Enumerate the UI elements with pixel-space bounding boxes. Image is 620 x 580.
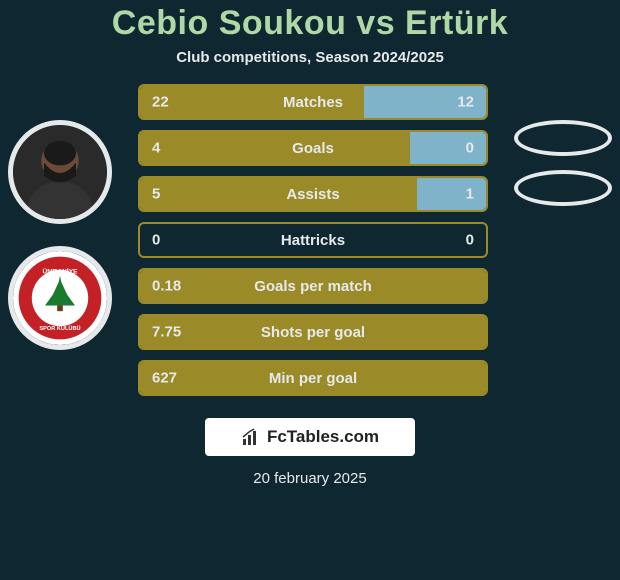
player-right-avatar: ÜMRANİYE SPOR KULÜBÜ <box>8 246 112 350</box>
footer-logo: FcTables.com <box>205 418 415 456</box>
stat-row: 5 1 Assists <box>138 176 488 212</box>
player-left-avatar <box>8 120 112 224</box>
footer-date: 20 february 2025 <box>0 470 620 487</box>
stat-value-left: 0 <box>152 232 160 249</box>
stat-row: 0.18 Goals per match <box>138 268 488 304</box>
indicator-blob <box>514 120 612 156</box>
stats-rows: 22 12 Matches 4 0 Goals 5 1 Assists 0 0 Hattricks 0.… <box>138 84 488 396</box>
stat-value-left: 7.75 <box>152 324 181 341</box>
stat-value-right: 0 <box>466 140 474 157</box>
stat-row: 0 0 Hattricks <box>138 222 488 258</box>
stat-label: Min per goal <box>269 370 357 387</box>
stat-label: Hattricks <box>281 232 345 249</box>
stat-value-right: 12 <box>457 94 474 111</box>
stat-label: Goals per match <box>254 278 372 295</box>
stat-value-right: 1 <box>466 186 474 203</box>
stat-value-left: 627 <box>152 370 177 387</box>
bar-fill-left <box>140 178 417 210</box>
right-indicators <box>514 120 612 206</box>
stat-row: 627 Min per goal <box>138 360 488 396</box>
stat-row: 4 0 Goals <box>138 130 488 166</box>
stat-label: Assists <box>286 186 339 203</box>
stat-row: 7.75 Shots per goal <box>138 314 488 350</box>
chart-icon <box>241 427 261 447</box>
stat-row: 22 12 Matches <box>138 84 488 120</box>
indicator-blob <box>514 170 612 206</box>
bar-fill-left <box>140 132 410 164</box>
stat-label: Goals <box>292 140 334 157</box>
svg-text:SPOR KULÜBÜ: SPOR KULÜBÜ <box>39 325 80 332</box>
subtitle: Club competitions, Season 2024/2025 <box>0 49 620 66</box>
stat-label: Matches <box>283 94 343 111</box>
stat-value-left: 4 <box>152 140 160 157</box>
stat-value-right: 0 <box>466 232 474 249</box>
crest-icon: ÜMRANİYE SPOR KULÜBÜ <box>13 251 107 345</box>
avatar-column: ÜMRANİYE SPOR KULÜBÜ <box>8 120 112 350</box>
stat-value-left: 0.18 <box>152 278 181 295</box>
main-content: Cebio Soukou vs Ertürk Club competitions… <box>0 0 620 580</box>
stat-value-left: 5 <box>152 186 160 203</box>
person-icon <box>13 125 107 219</box>
bar-fill-right <box>417 178 486 210</box>
svg-text:ÜMRANİYE: ÜMRANİYE <box>42 267 78 276</box>
stat-label: Shots per goal <box>261 324 365 341</box>
page-title: Cebio Soukou vs Ertürk <box>0 4 620 43</box>
bar-fill-right <box>410 132 486 164</box>
stat-value-left: 22 <box>152 94 169 111</box>
footer-logo-text: FcTables.com <box>267 427 379 447</box>
